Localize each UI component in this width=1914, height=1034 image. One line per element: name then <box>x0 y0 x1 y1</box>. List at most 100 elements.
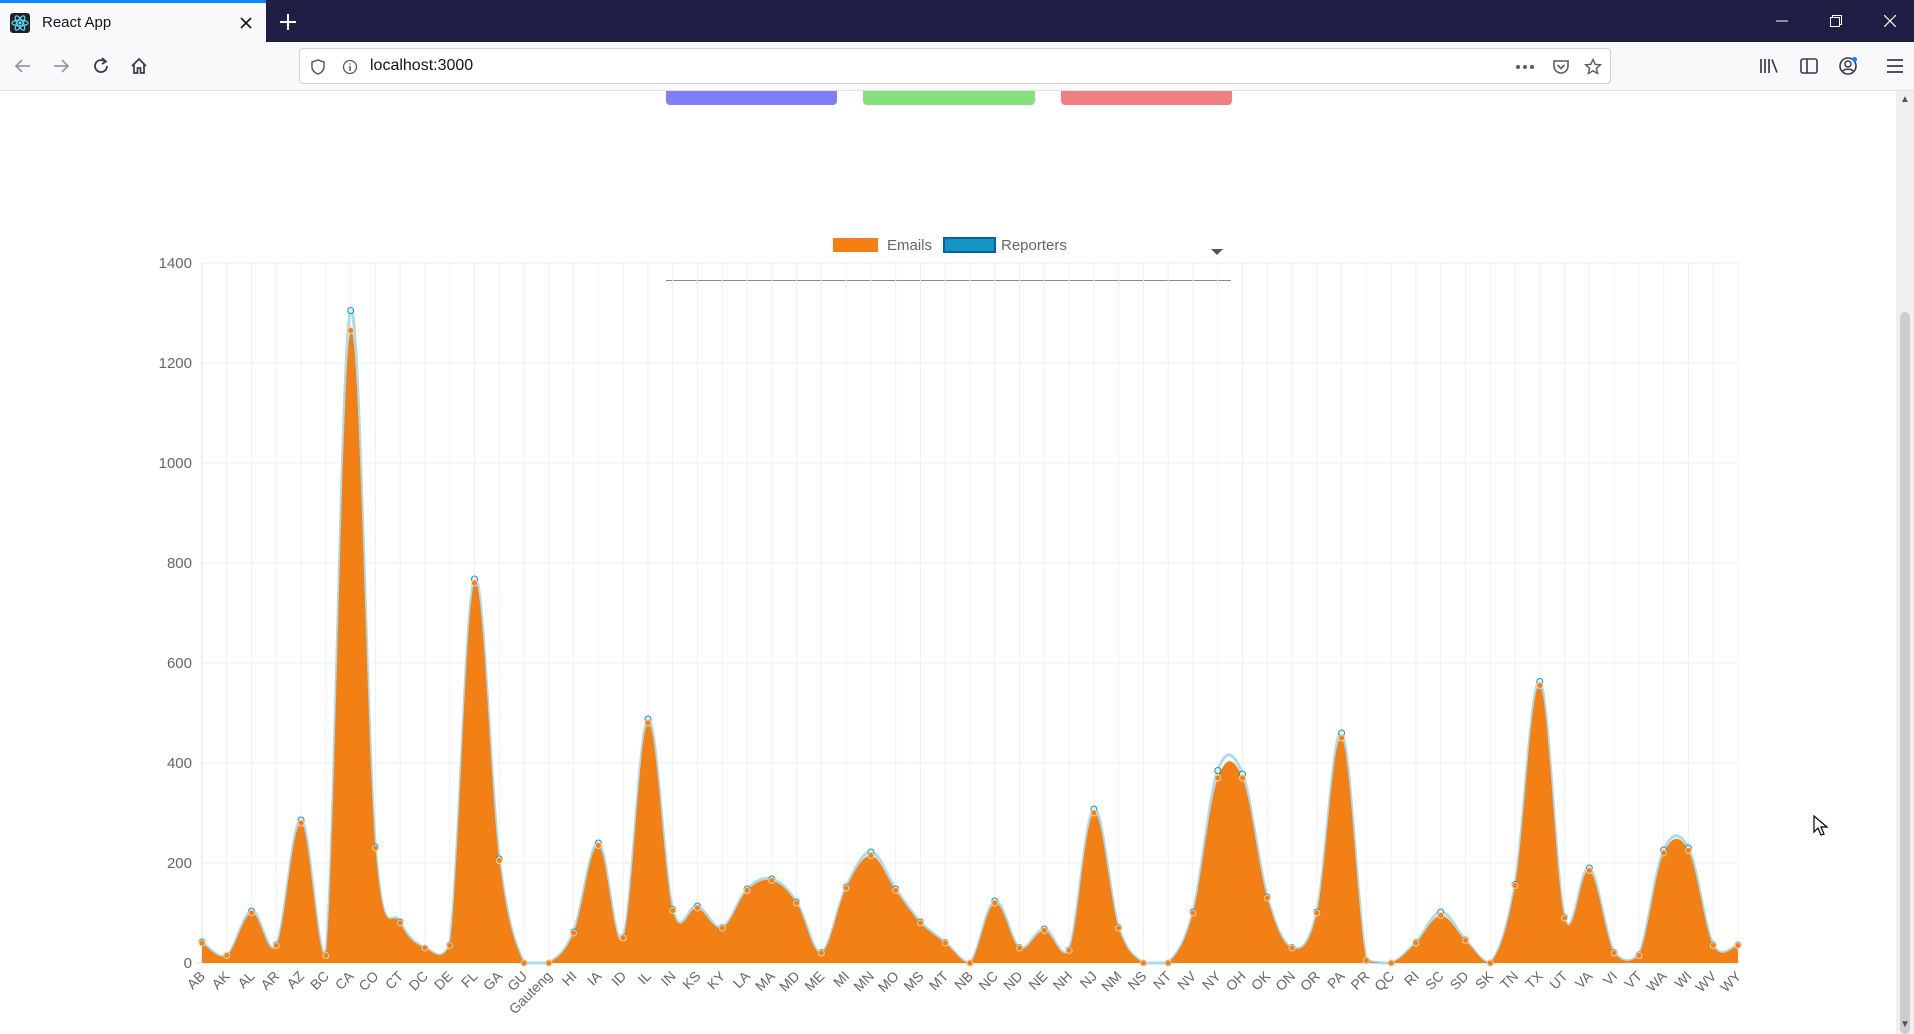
x-tick-label: MI <box>830 968 852 990</box>
emails-point <box>421 944 429 952</box>
x-tick-label: NT <box>1150 967 1175 992</box>
x-tick-label: NH <box>1050 968 1076 994</box>
emails-point <box>1189 909 1197 917</box>
emails-point <box>619 934 627 942</box>
x-tick-label: NE <box>1025 968 1050 993</box>
x-tick-label: ON <box>1272 968 1298 994</box>
emails-point <box>396 919 404 927</box>
emails-point <box>570 929 578 937</box>
url-bar[interactable]: localhost:3000 <box>299 48 1611 84</box>
emails-point <box>644 719 652 727</box>
legend-swatch-emails <box>833 238 878 252</box>
emails-point <box>941 939 949 947</box>
legend-swatch-reporters <box>943 237 996 253</box>
emails-point <box>223 952 231 959</box>
blue-button[interactable] <box>666 91 837 105</box>
forward-icon[interactable] <box>45 50 77 82</box>
x-tick-label: MO <box>875 968 902 995</box>
emails-point <box>1239 774 1247 782</box>
x-tick-label: ME <box>801 968 827 994</box>
emails-point <box>1263 894 1271 902</box>
y-tick-label: 1000 <box>159 455 192 472</box>
account-icon[interactable] <box>1832 50 1864 82</box>
close-icon[interactable] <box>232 9 260 37</box>
x-tick-label: NV <box>1174 967 1200 993</box>
scroll-up-icon[interactable]: ▲ <box>1900 94 1910 105</box>
tab-react-app[interactable]: React App <box>0 0 266 42</box>
emails-point <box>1660 849 1668 857</box>
restore-icon[interactable] <box>1810 0 1862 42</box>
emails-point <box>693 904 701 912</box>
emails-point <box>768 877 776 884</box>
shield-icon[interactable] <box>306 55 330 79</box>
x-tick-label: AR <box>257 968 282 993</box>
emails-point <box>322 952 330 959</box>
library-icon[interactable] <box>1753 50 1785 82</box>
emails-point <box>867 852 875 859</box>
tab-title: React App <box>42 14 112 31</box>
emails-point <box>892 887 900 894</box>
emails-point <box>248 909 256 917</box>
reload-icon[interactable] <box>85 50 117 82</box>
menu-icon[interactable] <box>1879 50 1911 82</box>
window-close-icon[interactable] <box>1864 0 1914 42</box>
mouse-cursor-icon <box>1813 814 1829 842</box>
emails-point <box>842 884 850 892</box>
emails-point <box>1561 914 1569 922</box>
x-tick-label: CA <box>332 967 358 993</box>
x-tick-label: MA <box>752 967 779 994</box>
red-button[interactable] <box>1061 91 1232 105</box>
x-tick-label: VA <box>1572 967 1596 991</box>
x-tick-label: NS <box>1124 968 1149 993</box>
emails-point <box>1387 959 1395 967</box>
x-tick-label: MN <box>850 968 877 995</box>
emails-point <box>1065 947 1073 954</box>
reporters-point <box>1214 767 1222 774</box>
emails-point <box>594 842 602 849</box>
x-tick-label: WI <box>1671 968 1694 991</box>
x-tick-label: KY <box>704 967 729 992</box>
page-content: 0 200 400 600 800 1000 1200 1400 AB AK AL AR AZ BC CA C… <box>0 91 1896 1034</box>
plus-icon[interactable] <box>272 6 304 38</box>
x-tick-label: DE <box>431 968 456 993</box>
x-tick-label: RI <box>1401 968 1422 989</box>
emails-point <box>1115 924 1123 932</box>
emails-point <box>1040 927 1048 934</box>
x-tick-label: NM <box>1098 968 1125 995</box>
react-icon <box>10 12 30 33</box>
minimize-icon[interactable] <box>1756 0 1808 42</box>
green-button[interactable] <box>863 91 1035 105</box>
home-icon[interactable] <box>123 50 155 82</box>
x-tick-label: OH <box>1222 968 1248 994</box>
x-tick-label: PA <box>1324 967 1348 991</box>
x-tick-label: HI <box>559 968 580 989</box>
scroll-down-icon[interactable]: ▼ <box>1900 1019 1910 1030</box>
vertical-scrollbar[interactable]: ▲ ▼ <box>1896 91 1914 1034</box>
emails-point <box>1709 942 1717 949</box>
y-tick-label: 600 <box>167 655 192 672</box>
x-tick-label: CT <box>382 967 407 992</box>
pocket-icon[interactable] <box>1549 55 1573 79</box>
url-text: localhost:3000 <box>370 57 474 74</box>
emails-point <box>297 819 305 827</box>
state-select[interactable] <box>666 231 1231 281</box>
emails-point <box>1635 952 1643 959</box>
sidebar-icon[interactable] <box>1793 50 1825 82</box>
more-icon[interactable] <box>1513 55 1537 79</box>
x-tick-label: OR <box>1297 968 1323 994</box>
x-tick-label: MD <box>776 968 803 995</box>
x-tick-label: IL <box>634 968 654 988</box>
y-tick-label: 0 <box>184 955 192 972</box>
info-icon[interactable] <box>338 55 362 79</box>
emails-point <box>1461 937 1469 944</box>
scroll-thumb[interactable] <box>1900 312 1910 1034</box>
x-tick-label: AL <box>234 968 258 992</box>
emails-point <box>966 959 974 967</box>
back-icon[interactable] <box>7 50 39 82</box>
emails-point <box>1016 944 1024 952</box>
emails-point <box>1288 944 1296 952</box>
star-icon[interactable] <box>1581 55 1605 79</box>
emails-point <box>1214 774 1222 782</box>
emails-point <box>1139 959 1147 967</box>
emails-point <box>1437 912 1445 919</box>
